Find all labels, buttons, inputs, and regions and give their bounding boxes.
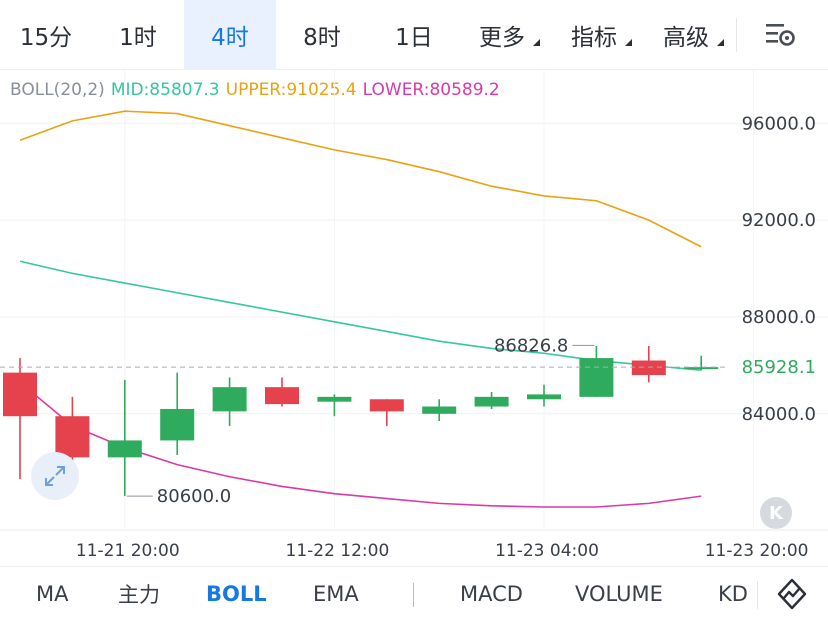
- x-tick-label: 11-23 20:00: [705, 541, 809, 561]
- candlestick-chart[interactable]: 85928.1 86826.8 80600.0 96000.0 92000.0 8800…: [0, 70, 828, 566]
- indicator-label: BOLL: [206, 582, 267, 606]
- expand-button[interactable]: [31, 452, 79, 500]
- dropdown-caret-icon: [625, 39, 632, 46]
- indicator-tab-kd[interactable]: KD: [718, 567, 748, 620]
- boll-upper-line: [19, 110, 702, 248]
- candle-body-down: [265, 387, 299, 405]
- legend-lower: LOWER:80589.2: [362, 80, 500, 100]
- chart-settings-icon[interactable]: [764, 20, 796, 50]
- tab-more[interactable]: 更多: [460, 0, 544, 70]
- indicator-tab-boll[interactable]: BOLL: [206, 567, 267, 620]
- tab-label: 更多: [479, 25, 525, 51]
- y-axis: 96000.0 92000.0 88000.0 84000.0: [742, 113, 816, 425]
- x-axis: 11-21 20:00 11-22 12:00 11-23 04:00 11-23 2…: [76, 541, 809, 561]
- low-marker-label: 80600.0: [157, 486, 231, 507]
- high-marker-label: 86826.8: [494, 335, 568, 356]
- timeframe-bar: 15分 1时 4时 8时 1日 更多 指标 高级: [0, 0, 828, 70]
- indicator-label: EMA: [313, 582, 359, 606]
- legend-upper: UPPER:91025.4: [225, 80, 357, 100]
- indicator-tab-macd[interactable]: MACD: [460, 567, 523, 620]
- tab-label: 高级: [663, 25, 709, 51]
- candles: [3, 346, 719, 497]
- tab-label: 1日: [395, 25, 433, 51]
- tab-label: 指标: [571, 25, 617, 51]
- last-price-label: 85928.1: [742, 357, 816, 378]
- expand-arrows-icon: [45, 466, 65, 486]
- tab-label: 15分: [19, 25, 73, 51]
- trend-line-icon[interactable]: [775, 577, 809, 611]
- candle-body-down: [3, 372, 37, 417]
- indicator-tab-volume[interactable]: VOLUME: [575, 567, 663, 620]
- x-tick-label: 11-21 20:00: [76, 541, 180, 561]
- indicator-bar: MA 主力 BOLL EMA MACD VOLUME KD: [0, 566, 828, 620]
- candle-body-down: [631, 360, 666, 376]
- candle-body-up: [527, 394, 561, 400]
- y-tick-label: 96000.0: [742, 113, 816, 134]
- indicator-label: MACD: [460, 582, 523, 606]
- indicator-label: MA: [36, 582, 69, 606]
- tab-4h[interactable]: 4时: [184, 0, 276, 70]
- x-tick-label: 11-22 12:00: [286, 541, 390, 561]
- boll-legend: BOLL(20,2) MID:85807.3 UPPER:91025.4 LOWER:…: [10, 80, 506, 100]
- tab-1h[interactable]: 1时: [92, 0, 184, 70]
- candle-body-up: [160, 408, 195, 441]
- chart-overlays: 85928.1 86826.8 80600.0: [0, 335, 816, 507]
- x-tick-label: 11-23 04:00: [495, 541, 599, 561]
- y-tick-label: 92000.0: [742, 210, 816, 231]
- k-button-label: K: [769, 502, 783, 524]
- divider: [757, 581, 758, 609]
- tab-label: 1时: [119, 25, 157, 51]
- indicator-tab-ma[interactable]: MA: [36, 567, 68, 620]
- boll-mid-line: [19, 260, 702, 372]
- tab-indicators[interactable]: 指标: [552, 0, 636, 70]
- candle-body-up: [684, 367, 719, 370]
- dropdown-caret-icon: [717, 39, 724, 46]
- tab-15min[interactable]: 15分: [0, 0, 92, 70]
- tab-label: 8时: [303, 25, 341, 51]
- indicator-tab-main-force[interactable]: 主力: [118, 567, 160, 620]
- candle-body-down: [369, 399, 404, 412]
- candle-body-up: [474, 396, 509, 407]
- indicator-label: 主力: [118, 583, 160, 607]
- legend-indicator-name: BOLL(20,2): [10, 80, 105, 100]
- divider: [736, 18, 737, 52]
- candle-body-up: [579, 358, 614, 397]
- candle-body-up: [212, 387, 247, 412]
- tab-1d[interactable]: 1日: [368, 0, 460, 70]
- y-tick-label: 84000.0: [742, 404, 816, 425]
- candle-body-up: [422, 406, 457, 414]
- indicator-label: VOLUME: [575, 582, 663, 606]
- tab-label: 4时: [211, 25, 249, 51]
- indicator-tab-ema[interactable]: EMA: [313, 567, 359, 620]
- y-tick-label: 88000.0: [742, 307, 816, 328]
- tab-8h[interactable]: 8时: [276, 0, 368, 70]
- candle-body-up: [107, 440, 142, 458]
- legend-mid: MID:85807.3: [110, 80, 220, 100]
- jump-to-latest-button[interactable]: K: [760, 497, 792, 529]
- divider: [413, 583, 414, 607]
- candle-body-down: [55, 416, 90, 458]
- tab-advanced[interactable]: 高级: [644, 0, 728, 70]
- dropdown-caret-icon: [533, 39, 540, 46]
- indicator-label: KD: [718, 582, 748, 606]
- candle-body-up: [317, 396, 352, 402]
